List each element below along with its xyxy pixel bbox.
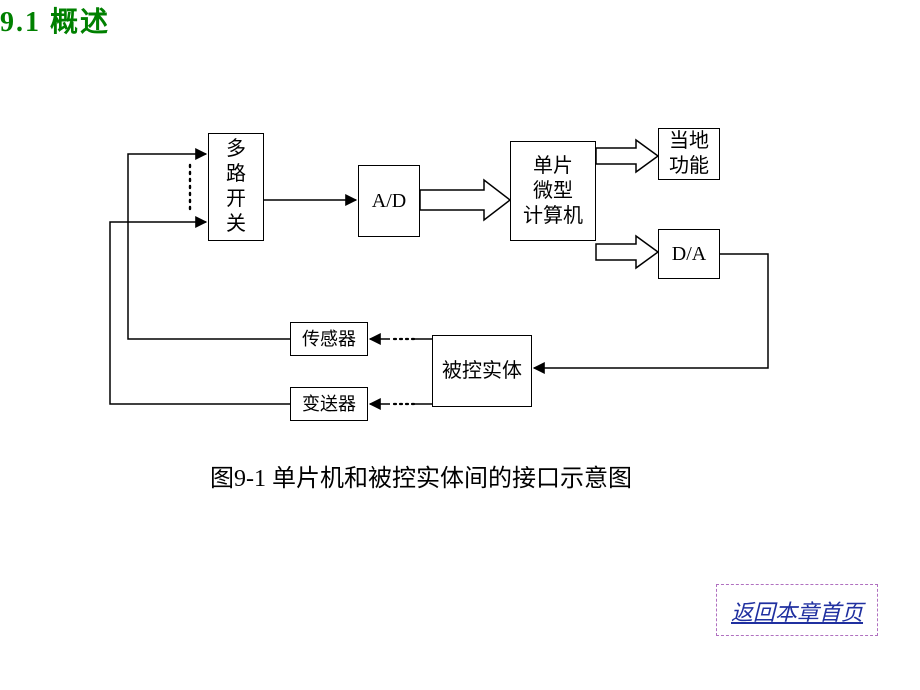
node-mcu: 单片 微型 计算机 — [510, 141, 596, 241]
node-local: 当地 功能 — [658, 128, 720, 180]
node-plant: 被控实体 — [432, 335, 532, 407]
node-mux-label-2: 路 — [226, 162, 246, 187]
diagram-figure-9-1: 多 路 开 关 A/D 单片 微型 计算机 当地 功能 D/A 传感器 变送器 … — [0, 0, 920, 450]
node-sensor: 传感器 — [290, 322, 368, 356]
node-da-label: D/A — [672, 242, 706, 267]
node-mux-label-4: 关 — [226, 212, 246, 237]
node-mux: 多 路 开 关 — [208, 133, 264, 241]
back-to-chapter-link[interactable]: 返回本章首页 — [731, 600, 863, 625]
node-ad-label: A/D — [372, 189, 406, 214]
node-sensor-label: 传感器 — [302, 328, 356, 351]
node-da: D/A — [658, 229, 720, 279]
node-plant-label: 被控实体 — [442, 359, 522, 384]
node-mcu-label-2: 微型 — [533, 179, 573, 204]
node-mux-label-1: 多 — [226, 137, 246, 162]
node-transmitter: 变送器 — [290, 387, 368, 421]
back-link-box: 返回本章首页 — [716, 584, 878, 636]
node-mcu-label-1: 单片 — [533, 154, 573, 179]
figure-caption: 图9-1 单片机和被控实体间的接口示意图 — [210, 458, 632, 493]
node-mux-label-3: 开 — [226, 187, 246, 212]
node-local-label-2: 功能 — [669, 154, 709, 179]
node-mcu-label-3: 计算机 — [523, 204, 583, 229]
node-local-label-1: 当地 — [669, 129, 709, 154]
node-transmitter-label: 变送器 — [302, 393, 356, 416]
node-ad: A/D — [358, 165, 420, 237]
